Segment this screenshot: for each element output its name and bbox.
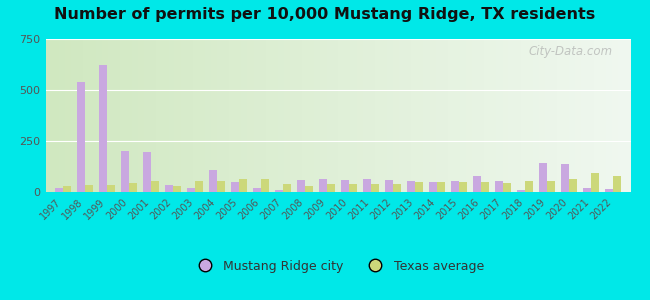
Bar: [591, 172, 599, 192]
Bar: [173, 186, 181, 192]
Bar: [481, 182, 489, 192]
Bar: [349, 184, 358, 192]
Bar: [85, 185, 94, 192]
Bar: [437, 182, 445, 192]
Text: City-Data.com: City-Data.com: [529, 45, 613, 58]
Bar: [363, 179, 371, 192]
Bar: [503, 183, 512, 192]
Bar: [305, 186, 313, 192]
Bar: [187, 188, 195, 192]
Bar: [275, 190, 283, 192]
Bar: [341, 180, 349, 192]
Bar: [547, 181, 555, 192]
Bar: [143, 152, 151, 192]
Bar: [77, 82, 85, 192]
Bar: [473, 176, 481, 192]
Bar: [107, 185, 116, 192]
Legend: Mustang Ridge city, Texas average: Mustang Ridge city, Texas average: [187, 254, 489, 278]
Bar: [121, 151, 129, 192]
Bar: [613, 176, 621, 192]
Bar: [450, 181, 459, 192]
Bar: [231, 182, 239, 192]
Bar: [253, 188, 261, 192]
Bar: [604, 189, 613, 192]
Bar: [209, 169, 217, 192]
Bar: [129, 183, 137, 192]
Bar: [393, 184, 401, 192]
Bar: [318, 179, 327, 192]
Bar: [560, 164, 569, 192]
Bar: [459, 182, 467, 192]
Text: Number of permits per 10,000 Mustang Ridge, TX residents: Number of permits per 10,000 Mustang Rid…: [55, 8, 595, 22]
Bar: [428, 182, 437, 192]
Bar: [261, 179, 269, 192]
Bar: [164, 185, 173, 192]
Bar: [569, 179, 577, 192]
Bar: [525, 181, 533, 192]
Bar: [407, 181, 415, 192]
Bar: [371, 184, 380, 192]
Bar: [63, 186, 72, 192]
Bar: [55, 188, 63, 192]
Bar: [217, 181, 226, 192]
Bar: [539, 164, 547, 192]
Bar: [151, 181, 159, 192]
Bar: [195, 181, 203, 192]
Bar: [327, 184, 335, 192]
Bar: [495, 181, 503, 192]
Bar: [517, 190, 525, 192]
Bar: [99, 64, 107, 192]
Bar: [582, 188, 591, 192]
Bar: [415, 182, 423, 192]
Bar: [296, 180, 305, 192]
Bar: [385, 180, 393, 192]
Bar: [239, 179, 248, 192]
Bar: [283, 184, 291, 192]
